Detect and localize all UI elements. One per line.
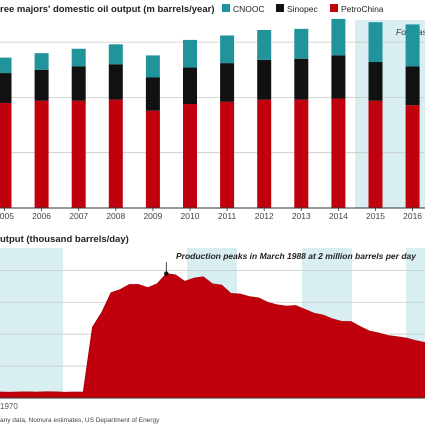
bar-petrochina-2005 — [0, 102, 12, 208]
bar-sinopec-2014 — [331, 55, 346, 99]
top-x-tick-label-2014: 2014 — [329, 211, 348, 221]
bar-cnooc-2014 — [331, 18, 346, 56]
legend-label-sinopec: Sinopec — [287, 4, 318, 14]
bar-petrochina-2008 — [108, 99, 123, 208]
top-panel: ree majors' domestic oil output (m barre… — [0, 4, 425, 221]
bar-petrochina-2016 — [405, 105, 420, 208]
legend-label-cnooc: CNOOC — [233, 4, 265, 14]
legend: CNOOC Sinopec PetroChina — [222, 4, 384, 14]
bar-sinopec-2012 — [257, 59, 272, 100]
bar-cnooc-2005 — [0, 57, 12, 74]
top-x-tick-label-2010: 2010 — [181, 211, 200, 221]
annotation-peak-marker — [164, 271, 169, 276]
legend-swatch-sinopec — [276, 4, 284, 12]
bar-sinopec-2007 — [71, 66, 86, 101]
bar-cnooc-2015 — [368, 22, 383, 63]
bar-sinopec-2013 — [294, 58, 309, 100]
legend-swatch-cnooc — [222, 4, 230, 12]
top-x-tick-label-2016: 2016 — [403, 211, 422, 221]
top-x-tick-label-2013: 2013 — [292, 211, 311, 221]
bar-petrochina-2010 — [183, 104, 197, 208]
bar-cnooc-2012 — [257, 29, 272, 60]
bottom-area-series — [0, 273, 425, 399]
top-x-tick-label-2015: 2015 — [366, 211, 385, 221]
top-x-tick-label-2012: 2012 — [255, 211, 274, 221]
top-x-tick-label-2007: 2007 — [69, 211, 88, 221]
bar-petrochina-2012 — [257, 99, 272, 208]
bottom-x-tick-label: 1970 — [0, 402, 18, 411]
bar-cnooc-2008 — [108, 44, 123, 65]
annotation-text: Production peaks in March 1988 at 2 mill… — [176, 251, 417, 261]
top-chart-title: ree majors' domestic oil output (m barre… — [0, 4, 215, 15]
bar-petrochina-2006 — [34, 100, 49, 208]
production-area — [0, 273, 425, 399]
bar-petrochina-2011 — [220, 101, 235, 208]
bottom-band-1 — [0, 248, 63, 398]
top-x-tick-label-2005: 2005 — [0, 211, 14, 221]
bar-petrochina-2009 — [145, 110, 160, 208]
bar-petrochina-2015 — [368, 100, 383, 208]
bar-sinopec-2009 — [145, 77, 160, 111]
top-x-tick-label-2009: 2009 — [143, 211, 162, 221]
bar-cnooc-2007 — [71, 48, 86, 67]
bar-sinopec-2008 — [108, 64, 123, 100]
bar-cnooc-2013 — [294, 28, 309, 59]
bar-petrochina-2014 — [331, 98, 346, 208]
bar-sinopec-2005 — [0, 73, 12, 103]
bottom-chart-title: utput (thousand barrels/day) — [0, 234, 129, 245]
bar-sinopec-2010 — [183, 67, 197, 105]
bar-cnooc-2010 — [183, 39, 197, 68]
top-x-ticks: 2005 2006 2007 2008 2009 2010 2011 2012 2013 2014… — [0, 208, 422, 221]
bar-cnooc-2016 — [405, 24, 420, 67]
peak-annotation: Production peaks in March 1988 at 2 mill… — [164, 251, 417, 276]
bottom-panel: utput (thousand barrels/day) 1970 Produc… — [0, 234, 425, 424]
top-x-tick-label-2011: 2011 — [218, 211, 237, 221]
legend-swatch-petrochina — [330, 4, 338, 12]
top-gridlines — [0, 41, 425, 154]
source-note: any data, Nomura estimates, US Departmen… — [0, 417, 160, 424]
bar-sinopec-2006 — [34, 69, 49, 101]
bar-petrochina-2007 — [71, 100, 86, 208]
bar-sinopec-2016 — [405, 66, 420, 106]
bar-cnooc-2009 — [145, 55, 160, 78]
top-x-tick-label-2006: 2006 — [32, 211, 51, 221]
bar-sinopec-2015 — [368, 62, 383, 101]
top-x-tick-label-2008: 2008 — [106, 211, 125, 221]
bar-sinopec-2011 — [220, 63, 235, 102]
legend-label-petrochina: PetroChina — [341, 4, 384, 14]
top-bars — [0, 18, 420, 208]
bar-cnooc-2006 — [34, 53, 49, 70]
bar-petrochina-2013 — [294, 99, 309, 208]
bar-cnooc-2011 — [220, 35, 235, 64]
